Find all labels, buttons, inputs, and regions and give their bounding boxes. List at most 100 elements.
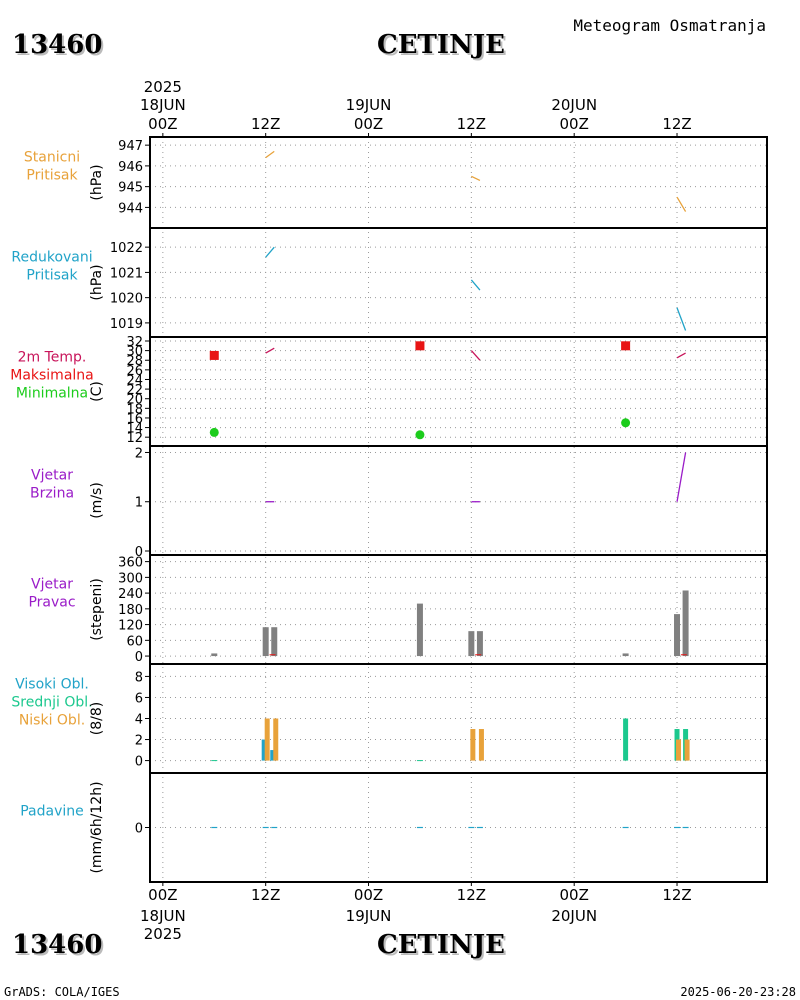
footer-station-name: CETINJE — [377, 930, 505, 960]
station-id-shadow: 13460 — [14, 32, 104, 62]
wind_direction-y-tick-label: 60 — [126, 634, 143, 649]
temperature-label: Maksimalna — [10, 368, 94, 384]
temperature-y-tick-label: 32 — [126, 335, 143, 350]
clouds-label: Visoki Obl. — [15, 677, 89, 693]
wind_speed-y-tick-label: 2 — [135, 446, 143, 461]
wind_speed-label: Brzina — [30, 486, 74, 502]
clouds-y-tick-label: 8 — [135, 670, 143, 685]
wind_direction-label: Vjetar — [31, 577, 73, 593]
station_pressure-label: Pritisak — [26, 168, 78, 184]
chart-subtitle: Meteogram Osmatranja — [573, 16, 766, 35]
wind_direction-y-tick-label: 300 — [118, 571, 143, 586]
top-hour-tick: 00Z — [354, 115, 383, 133]
cloud-bar — [273, 718, 279, 761]
footer-credit: GrADS: COLA/IGES — [4, 985, 120, 999]
precipitation-panel-frame — [149, 772, 768, 883]
station_pressure-label: Stanicni — [24, 150, 80, 166]
precipitation-label: Padavine — [20, 804, 84, 820]
top-year-tick: 2025 — [144, 78, 182, 96]
max-temp-point — [621, 341, 631, 351]
station_pressure-unit-label: (hPa) — [89, 164, 105, 200]
temperature-y-tick-label: 18 — [126, 402, 143, 417]
min-temp-point — [209, 427, 219, 437]
cloud-bar — [261, 739, 267, 761]
min-temp-point — [621, 418, 631, 428]
wind_speed-series-line — [676, 452, 687, 502]
cloud-bar — [684, 739, 690, 761]
bottom-hour-tick: 00Z — [560, 886, 589, 904]
station_pressure-y-tick-label: 944 — [118, 201, 143, 216]
station_pressure-y-tick-label: 945 — [118, 181, 143, 196]
temperature-y-tick-label: 26 — [126, 364, 143, 379]
reduced_pressure-label: Redukovani — [11, 250, 92, 266]
station_pressure-series-line — [471, 175, 481, 182]
cloud-bar — [264, 718, 270, 761]
wind-direction-bar — [682, 590, 689, 657]
station_pressure-y-tick-label: 947 — [118, 139, 143, 154]
wind_direction-y-tick-label: 0 — [135, 650, 143, 665]
reduced_pressure-series-line — [676, 307, 687, 331]
wind-direction-bar — [271, 627, 278, 657]
temperature-series-line — [265, 347, 275, 354]
wind_direction-unit-label: (stepeni) — [89, 578, 105, 641]
wind-direction-bar — [476, 631, 483, 657]
wind-direction-bar — [211, 653, 218, 657]
reduced_pressure-y-tick-label: 1021 — [110, 266, 143, 281]
bottom-date-tick: 20JUN — [551, 907, 597, 925]
top-hour-tick: 12Z — [457, 115, 486, 133]
cloud-bar — [623, 718, 629, 761]
bottom-hour-tick: 12Z — [457, 886, 486, 904]
temperature-y-tick-label: 14 — [126, 422, 143, 437]
top-hour-tick: 00Z — [560, 115, 589, 133]
precipitation-unit-label: (mm/6h/12h) — [89, 781, 105, 873]
temperature-series-line — [676, 352, 686, 359]
temperature-y-tick-label: 30 — [126, 345, 143, 360]
temperature-label: 2m Temp. — [18, 350, 87, 366]
reduced_pressure-unit-label: (hPa) — [89, 264, 105, 300]
bottom-hour-tick: 12Z — [251, 886, 280, 904]
reduced_pressure-y-tick-label: 1020 — [110, 292, 143, 307]
temperature-unit-label: (C) — [89, 381, 105, 402]
temperature-series-line — [470, 350, 481, 361]
reduced_pressure-y-tick-label: 1019 — [110, 317, 143, 332]
clouds-label: Niski Obl. — [19, 713, 85, 729]
temperature-y-tick-label: 20 — [126, 393, 143, 408]
wind-direction-bar — [416, 603, 423, 657]
wind_speed-y-tick-label: 0 — [135, 545, 143, 560]
clouds-y-tick-label: 0 — [135, 755, 143, 770]
top-date-tick: 19JUN — [346, 96, 392, 114]
station-name: CETINJE — [377, 30, 505, 60]
station_pressure-panel-frame — [149, 136, 768, 229]
clouds-label: Srednji Obl. — [11, 695, 92, 711]
bottom-date-tick: 18JUN — [140, 907, 186, 925]
top-hour-tick: 12Z — [251, 115, 280, 133]
clouds-y-tick-label: 2 — [135, 734, 143, 749]
clouds-panel-frame — [149, 663, 768, 774]
temperature-label: Minimalna — [16, 386, 88, 402]
temperature-y-tick-label: 12 — [126, 431, 143, 446]
wind-direction-bar — [262, 627, 269, 657]
wind_direction-y-tick-label: 180 — [118, 603, 143, 618]
wind_speed-y-tick-label: 1 — [135, 496, 143, 511]
bottom-year-tick: 2025 — [144, 925, 182, 943]
wind_speed-label: Vjetar — [31, 468, 73, 484]
clouds-y-tick-label: 6 — [135, 691, 143, 706]
cloud-bar — [478, 729, 484, 761]
min-temp-point — [415, 430, 425, 440]
reduced_pressure-label: Pritisak — [26, 268, 78, 284]
bottom-hour-tick: 00Z — [354, 886, 383, 904]
bottom-hour-tick: 00Z — [148, 886, 177, 904]
wind_speed-unit-label: (m/s) — [89, 482, 105, 519]
top-hour-tick: 12Z — [662, 115, 691, 133]
cloud-bar — [270, 750, 276, 761]
clouds-unit-label: (8/8) — [89, 702, 105, 735]
wind_direction-y-tick-label: 240 — [118, 587, 143, 602]
wind-direction-bar — [622, 653, 629, 657]
cloud-bar — [676, 739, 682, 761]
footer-station-id-shadow: 13460 — [14, 932, 104, 962]
reduced_pressure-panel-frame — [149, 227, 768, 338]
max-temp-point — [209, 350, 219, 360]
wind_direction-y-tick-label: 120 — [118, 619, 143, 634]
footer-timestamp: 2025-06-20-23:28 — [680, 985, 796, 999]
